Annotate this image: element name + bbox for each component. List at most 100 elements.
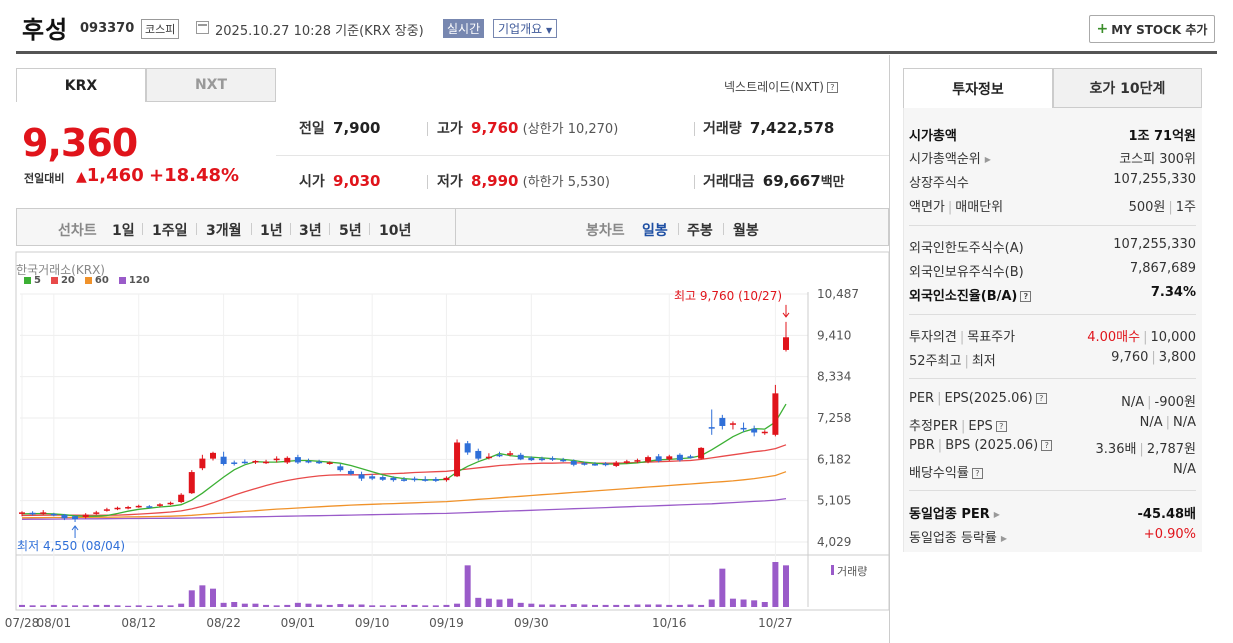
prev-compare-label: 전일대비 xyxy=(24,172,65,185)
volume-bar xyxy=(634,604,641,607)
volume-bar xyxy=(369,605,376,607)
row-dividend: 배당수익률? N/A xyxy=(909,462,1196,481)
candle-body xyxy=(347,470,354,474)
volume-bar xyxy=(729,598,736,607)
period-3y[interactable]: 3년 xyxy=(299,223,322,239)
volume-bar xyxy=(698,604,705,607)
current-price: 9,360 xyxy=(22,121,138,165)
row-est-per: 추정PER | EPS? N/A | N/A xyxy=(909,415,1196,434)
volume-bar xyxy=(761,602,768,607)
min-price-annotation: 최저 4,550 (08/04) xyxy=(17,539,125,553)
row-sector-per[interactable]: 동일업종 PER ▶ -45.48배 xyxy=(909,507,1196,522)
period-3m[interactable]: 3개월 xyxy=(206,223,242,239)
nxt-link[interactable]: 넥스트레이드(NXT)? xyxy=(724,78,838,95)
volume-bar xyxy=(772,562,779,607)
volume-bar xyxy=(517,602,524,607)
volume-bar xyxy=(146,605,153,607)
volume-bar xyxy=(432,605,439,607)
candle-body xyxy=(114,507,121,510)
volume-bar xyxy=(666,604,673,607)
volume-bar xyxy=(252,603,259,607)
candle-body xyxy=(390,477,397,481)
volume-bar xyxy=(188,590,195,607)
period-daily[interactable]: 일봉 xyxy=(642,223,668,239)
row-cap-rank[interactable]: 시가총액순위 ▶ 코스피 300위 xyxy=(909,152,1196,167)
candle-body xyxy=(305,460,312,463)
candle-body xyxy=(188,472,195,494)
period-1w[interactable]: 1주일 xyxy=(152,223,188,239)
candle-body xyxy=(443,477,450,481)
tab-hoga[interactable]: 호가 10단계 xyxy=(1053,68,1202,108)
volume-bar xyxy=(411,604,418,607)
tab-krx[interactable]: KRX xyxy=(16,68,146,102)
period-1y[interactable]: 1년 xyxy=(260,223,283,239)
candle-body xyxy=(273,458,280,461)
period-weekly[interactable]: 주봉 xyxy=(687,223,713,239)
period-monthly[interactable]: 월봉 xyxy=(733,223,759,239)
help-icon[interactable]: ? xyxy=(1020,291,1032,302)
candle-body xyxy=(241,461,248,464)
candle-body xyxy=(645,457,652,462)
divider xyxy=(694,175,695,189)
volume-bar xyxy=(220,602,227,607)
help-icon[interactable]: ? xyxy=(1041,440,1053,451)
quote-open: 시가 9,030 xyxy=(299,172,381,190)
volume-label: 거래량 xyxy=(837,565,867,578)
row-sector-rate[interactable]: 동일업종 등락률 ▶ +0.90% xyxy=(909,527,1196,546)
candle-body xyxy=(358,474,365,479)
divider xyxy=(369,223,370,235)
period-5y[interactable]: 5년 xyxy=(339,223,362,239)
candle-body xyxy=(560,459,567,462)
invest-info-panel xyxy=(903,108,1202,552)
volume-bar xyxy=(581,604,588,607)
candle-body xyxy=(623,461,630,463)
volume-bar xyxy=(93,604,100,607)
candle-body xyxy=(294,457,301,463)
chart-title: 한국거래소(KRX) xyxy=(16,263,105,277)
candle-body xyxy=(634,460,641,462)
x-tick-label: 10/27 xyxy=(758,616,793,630)
tab-invest-info[interactable]: 투자정보 xyxy=(903,68,1053,108)
quote-amount: 거래대금 69,667백만 xyxy=(703,172,845,190)
arrow-right-icon: ▶ xyxy=(1000,534,1008,543)
volume-bar xyxy=(40,605,47,607)
volume-bar xyxy=(284,604,291,607)
help-icon[interactable]: ? xyxy=(1035,393,1047,404)
candle-body xyxy=(125,507,132,509)
period-10y[interactable]: 10년 xyxy=(379,223,412,239)
x-tick-label: 08/12 xyxy=(121,616,156,630)
add-mystock-button[interactable]: + MY STOCK 추가 xyxy=(1089,15,1215,43)
x-tick-label: 08/22 xyxy=(206,616,241,630)
volume-bar xyxy=(178,603,185,607)
candle-body xyxy=(592,464,598,466)
candle-body xyxy=(72,516,79,520)
company-info-dropdown[interactable]: 기업개요 ▼ xyxy=(493,19,558,38)
volume-bar xyxy=(507,598,514,607)
realtime-badge[interactable]: 실시간 xyxy=(443,19,485,38)
volume-bar xyxy=(676,604,683,607)
row-shares: 상장주식수 107,255,330 xyxy=(909,172,1196,191)
candle-body xyxy=(231,462,238,464)
volume-bar xyxy=(294,602,301,607)
volume-bar xyxy=(231,602,238,607)
volume-bar xyxy=(475,597,482,607)
candle-body xyxy=(475,450,482,459)
help-icon[interactable]: ? xyxy=(995,421,1007,432)
volume-chart-frame xyxy=(15,554,890,611)
volume-bar xyxy=(263,604,270,607)
row-foreign-ratio: 외국인소진율(B/A)? 7.34% xyxy=(909,285,1196,304)
volume-bar xyxy=(592,604,598,607)
help-icon[interactable]: ? xyxy=(826,82,838,93)
divider xyxy=(909,490,1196,491)
candle-body xyxy=(401,479,407,481)
period-1d[interactable]: 1일 xyxy=(112,223,135,239)
candle-body xyxy=(570,460,577,465)
divider xyxy=(142,223,143,235)
quote-divider xyxy=(276,155,889,156)
divider xyxy=(909,225,1196,226)
help-icon[interactable]: ? xyxy=(971,468,983,479)
volume-bar xyxy=(422,605,429,607)
tab-nxt[interactable]: NXT xyxy=(146,68,276,102)
candle-body xyxy=(156,504,163,506)
